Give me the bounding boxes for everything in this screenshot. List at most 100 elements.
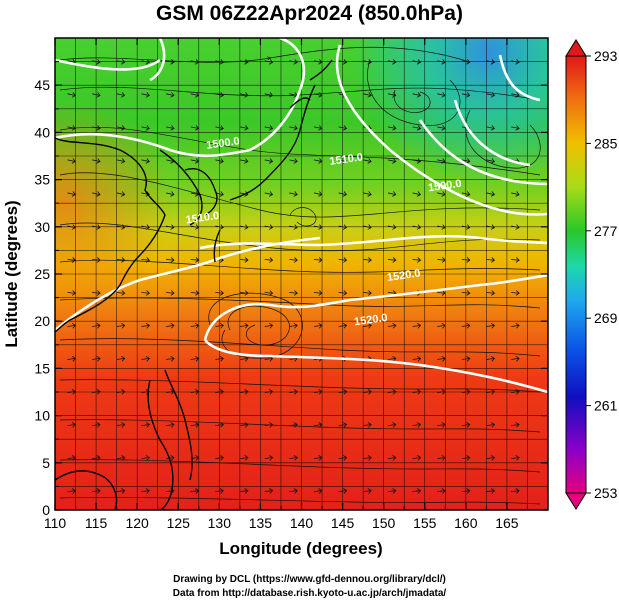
wind-arrow bbox=[92, 224, 101, 230]
colorbar-bar bbox=[565, 55, 587, 494]
wind-arrow bbox=[486, 158, 496, 164]
wind-arrow bbox=[437, 356, 446, 362]
lat-tick-label: 0 bbox=[42, 502, 50, 518]
wind-arrow bbox=[289, 125, 298, 131]
colorbar-bottom-triangle bbox=[565, 492, 587, 510]
wind-arrow bbox=[412, 488, 422, 494]
lon-tick-label: 125 bbox=[167, 515, 191, 531]
wind-arrow bbox=[437, 59, 446, 65]
wind-arrow bbox=[313, 224, 323, 230]
wind-arrow bbox=[289, 389, 298, 395]
wind-arrow bbox=[338, 59, 348, 65]
wind-arrow bbox=[215, 125, 224, 131]
wind-arrow bbox=[116, 191, 126, 197]
wind-arrow bbox=[511, 389, 520, 395]
colorbar: 293 285 277 269 261 253 bbox=[565, 39, 618, 510]
wind-arrow bbox=[289, 191, 298, 197]
wind-arrow bbox=[313, 488, 323, 494]
wind-arrow bbox=[363, 224, 372, 230]
wind-arrow bbox=[437, 389, 446, 395]
wind-arrow bbox=[92, 488, 101, 494]
wind-arrow bbox=[166, 422, 175, 428]
wind-arrow bbox=[116, 224, 126, 230]
lon-tick-label: 145 bbox=[331, 515, 355, 531]
wind-arrow bbox=[141, 356, 150, 362]
colorbar-tick-label: 277 bbox=[594, 223, 618, 239]
wind-arrow bbox=[116, 455, 126, 461]
wind-arrow bbox=[363, 322, 372, 329]
wind-arrow bbox=[215, 455, 224, 461]
wind-arrow bbox=[141, 422, 150, 428]
wind-arrow bbox=[412, 422, 422, 428]
contour-label: 1520.0 bbox=[386, 267, 421, 284]
credit-drawing: Drawing by DCL (https://www.gfd-dennou.o… bbox=[173, 574, 446, 585]
wind-arrow bbox=[215, 158, 224, 164]
wind-arrow bbox=[412, 59, 422, 65]
wind-arrow bbox=[166, 92, 175, 98]
wind-arrows bbox=[67, 59, 520, 494]
wind-arrow bbox=[264, 191, 274, 197]
lat-tick-label: 20 bbox=[34, 313, 50, 329]
lon-tick-label: 150 bbox=[372, 515, 396, 531]
wind-arrow bbox=[313, 455, 323, 461]
wind-arrow bbox=[289, 422, 298, 428]
wind-arrow bbox=[486, 92, 496, 98]
lat-tick-label: 10 bbox=[34, 408, 50, 424]
wind-arrow bbox=[190, 422, 200, 428]
wind-arrow bbox=[141, 224, 150, 230]
wind-arrow bbox=[387, 389, 397, 395]
contour-label: 1500.0 bbox=[206, 135, 241, 152]
wind-arrow bbox=[313, 389, 323, 395]
wind-arrow bbox=[338, 322, 348, 329]
lat-lon-grid bbox=[55, 38, 548, 510]
wind-arrow bbox=[116, 257, 126, 263]
wind-arrow bbox=[338, 455, 348, 461]
wind-arrow bbox=[363, 191, 372, 197]
wind-arrow bbox=[116, 422, 126, 428]
wind-arrow bbox=[264, 158, 274, 164]
contour-label: 1520.0 bbox=[353, 312, 388, 329]
wind-arrow bbox=[412, 389, 422, 395]
wind-arrow bbox=[92, 92, 101, 98]
wind-arrow bbox=[264, 125, 274, 131]
wind-arrow bbox=[190, 125, 200, 131]
wind-arrow bbox=[437, 455, 446, 461]
wind-arrow bbox=[264, 92, 274, 98]
wind-arrow bbox=[166, 257, 175, 263]
wind-arrow bbox=[190, 59, 200, 65]
wind-arrow bbox=[67, 257, 77, 263]
wind-arrow bbox=[166, 455, 175, 461]
wind-arrow bbox=[264, 422, 274, 428]
wind-arrow bbox=[363, 59, 372, 65]
wind-arrow bbox=[363, 455, 372, 461]
lat-tick-label: 5 bbox=[42, 455, 50, 471]
wind-arrow bbox=[67, 158, 76, 164]
wind-arrow bbox=[313, 191, 323, 197]
wind-arrow bbox=[363, 257, 372, 263]
wind-arrow bbox=[461, 158, 471, 164]
wind-arrow bbox=[141, 92, 150, 98]
wind-arrow bbox=[289, 224, 298, 230]
wind-arrow bbox=[141, 59, 150, 65]
longitude-ticks: 110 115 120 125 130 135 140 145 150 155 160 165 bbox=[44, 38, 549, 531]
wind-arrow bbox=[166, 125, 175, 131]
wind-arrow bbox=[141, 290, 150, 296]
wind-arrow bbox=[92, 389, 101, 395]
wind-arrow bbox=[313, 158, 323, 164]
colorbar-tick-label: 253 bbox=[594, 485, 618, 501]
wind-arrow bbox=[437, 290, 446, 296]
wind-arrow bbox=[338, 191, 348, 197]
wind-arrow bbox=[412, 191, 422, 197]
wind-arrow bbox=[166, 356, 175, 362]
lat-tick-label: 25 bbox=[34, 266, 50, 282]
wind-arrow bbox=[264, 322, 274, 329]
wind-arrow bbox=[116, 125, 126, 131]
wind-arrow bbox=[486, 191, 496, 197]
wind-arrow bbox=[461, 322, 471, 329]
wind-arrow bbox=[116, 92, 126, 98]
wind-arrow bbox=[92, 422, 101, 428]
wind-arrow bbox=[92, 356, 101, 362]
wind-arrow bbox=[190, 488, 200, 494]
wind-arrow bbox=[190, 92, 200, 98]
wind-arrow bbox=[239, 158, 249, 164]
